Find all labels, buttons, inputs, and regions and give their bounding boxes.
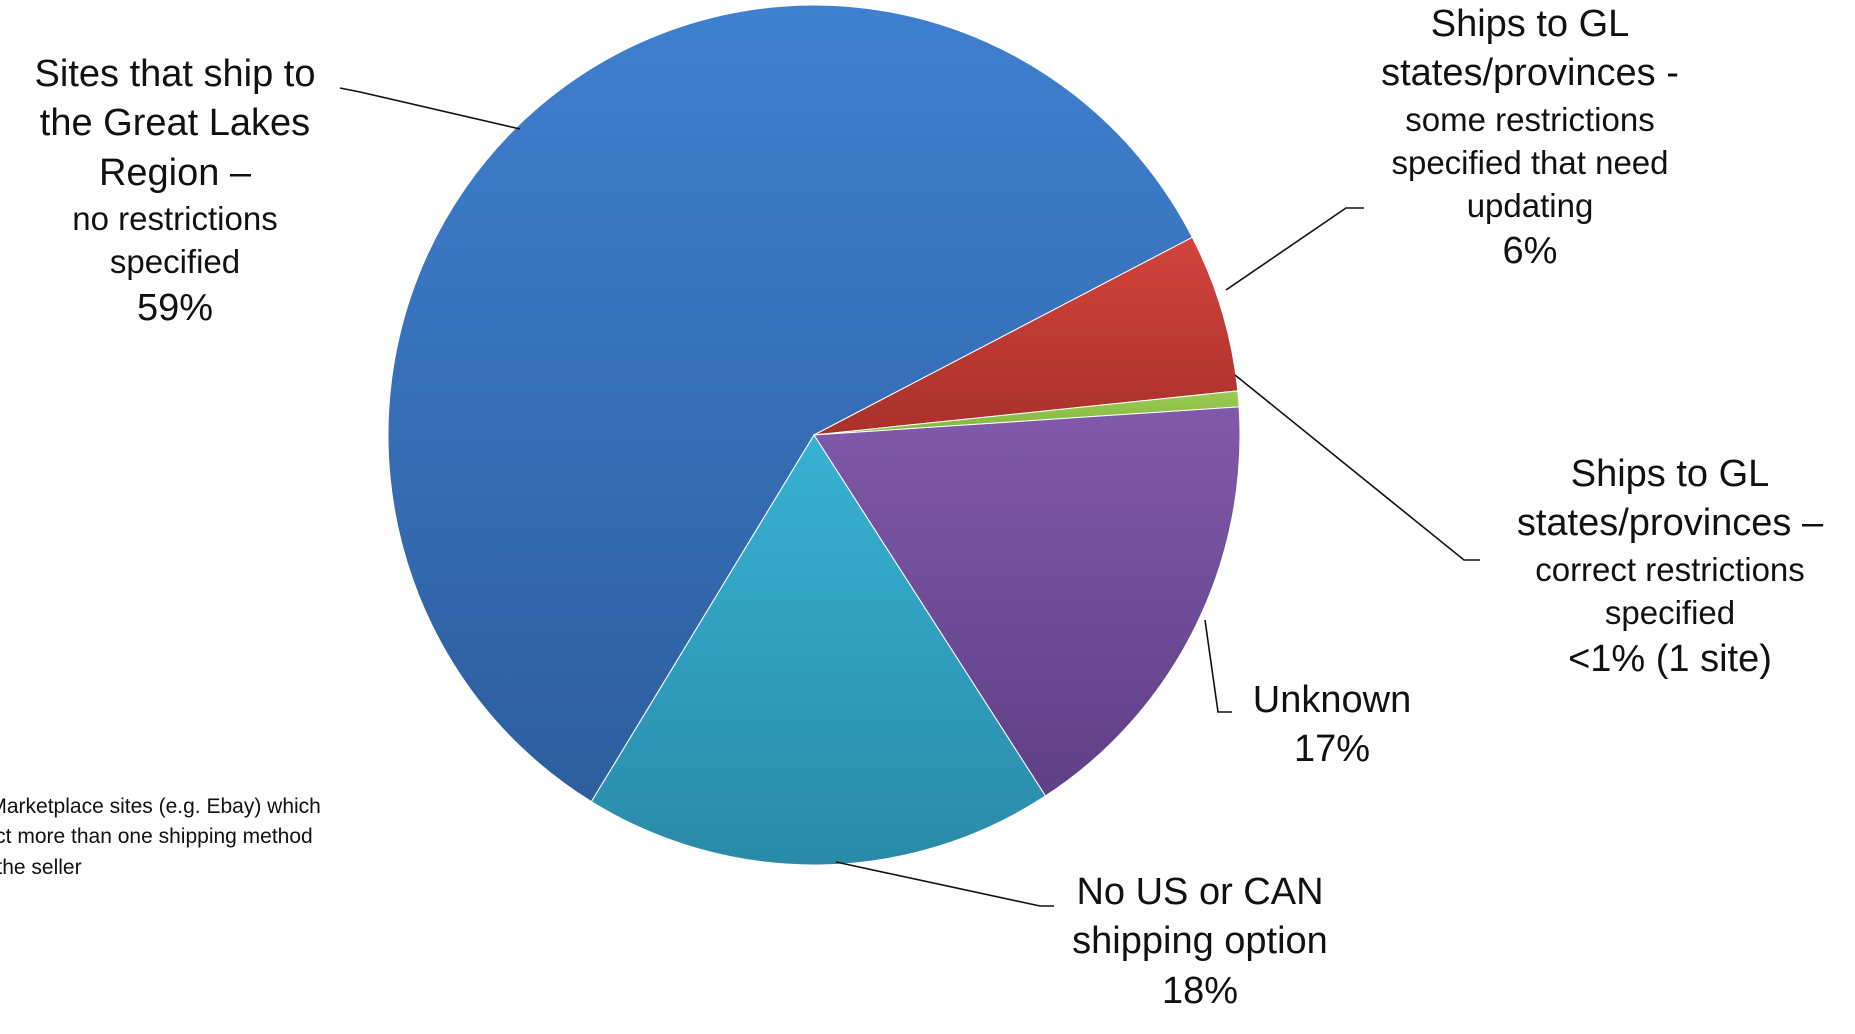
label-great-lakes-line5: specified <box>109 243 241 281</box>
label-some-restrictions-line2: states/provinces - <box>1381 52 1679 95</box>
label-great-lakes: Sites that ship to the Great Lakes Regio… <box>0 50 350 333</box>
label-no-shipping-line2: shipping option <box>1072 920 1328 963</box>
leader-line-great-lakes <box>339 87 521 130</box>
label-correct-restrictions-line1: Ships to GL <box>1570 453 1770 495</box>
label-great-lakes-line4: no restrictions <box>72 200 278 238</box>
leader-line-some-restrictions <box>1225 207 1364 291</box>
leader-line-correct-restrictions <box>1234 374 1480 561</box>
label-great-lakes-line1: Sites that ship to <box>34 53 316 95</box>
pie-slice-great-lakes <box>387 4 1193 803</box>
label-great-lakes-pct: 59% <box>136 286 214 329</box>
label-unknown: Unknown 17% <box>1232 676 1432 775</box>
pie-slice-some-restrictions <box>813 236 1239 436</box>
label-no-shipping-line1: No US or CAN <box>1076 871 1324 913</box>
footnote-line3: ed on the seller <box>0 855 82 879</box>
label-great-lakes-line3: Region – <box>98 151 252 194</box>
label-correct-restrictions-line2: states/provinces – <box>1516 502 1824 545</box>
leader-line-unknown <box>1204 619 1232 713</box>
label-some-restrictions-line1: Ships to GL <box>1430 3 1630 45</box>
label-correct-restrictions-pct: <1% (1 site) <box>1568 637 1772 680</box>
label-unknown-pct: 17% <box>1293 728 1371 771</box>
pie-slice-unknown <box>813 406 1241 797</box>
label-some-restrictions: Ships to GL states/provinces - some rest… <box>1340 0 1720 277</box>
label-no-shipping-pct: 18% <box>1161 969 1239 1012</box>
label-unknown-line1: Unknown <box>1252 679 1412 721</box>
label-some-restrictions-line5: updating <box>1466 186 1594 224</box>
pie-slice-no-shipping <box>590 434 1047 866</box>
label-some-restrictions-line3: some restrictions <box>1405 100 1655 138</box>
label-correct-restrictions-line3: correct restrictions <box>1535 550 1805 588</box>
label-correct-restrictions-line4: specified <box>1604 593 1736 631</box>
label-some-restrictions-line4: specified that need <box>1391 143 1669 181</box>
footnote-line2: y reflect more than one shipping method <box>0 825 313 849</box>
footnote-line1: udes Marketplace sites (e.g. Ebay) which <box>0 795 321 818</box>
label-no-shipping: No US or CAN shipping option 18% <box>1035 868 1365 1016</box>
label-correct-restrictions: Ships to GL states/provinces – correct r… <box>1480 450 1855 684</box>
leader-line-no-shipping <box>835 861 1054 907</box>
label-some-restrictions-pct: 6% <box>1502 230 1558 273</box>
label-great-lakes-line2: the Great Lakes <box>39 102 311 145</box>
footnote: udes Marketplace sites (e.g. Ebay) which… <box>0 792 321 883</box>
